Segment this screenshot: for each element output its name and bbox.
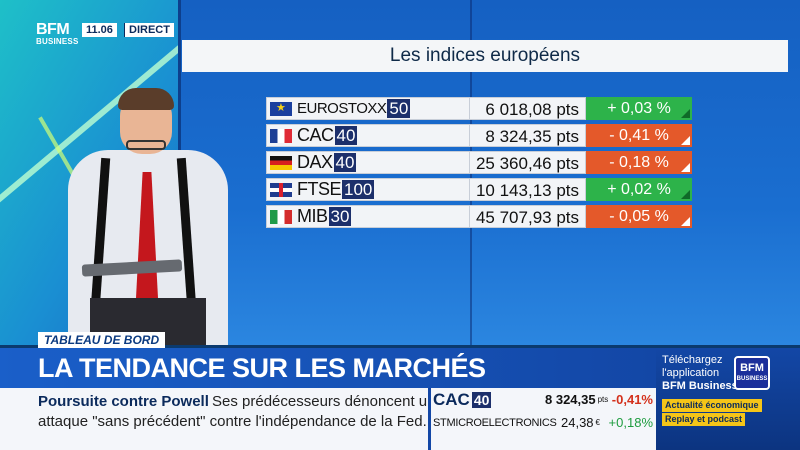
- ticker-stock-unit: €: [595, 418, 600, 427]
- ticker-stock-change: +0,18%: [608, 415, 653, 430]
- index-name: MIB: [297, 206, 328, 226]
- presenter-hair: [118, 88, 174, 110]
- index-change-text: + 0,02 %: [607, 181, 671, 198]
- news-bar: Poursuite contre Powell Ses prédécesseur…: [0, 388, 444, 450]
- germany-flag-icon: [270, 155, 292, 170]
- presenter-figure: [60, 88, 240, 345]
- promo-logo-line2: BUSINESS: [736, 376, 768, 382]
- channel-logo: BFM BUSINESS: [36, 22, 78, 48]
- app-promo: Téléchargez l'application BFM Business B…: [656, 348, 800, 450]
- index-name: CAC: [297, 125, 334, 145]
- index-value: 45 707,93 pts: [470, 205, 586, 228]
- index-name: FTSE: [297, 179, 342, 199]
- trend-down-icon: [681, 136, 690, 145]
- index-value: 8 324,35 pts: [470, 124, 586, 147]
- index-change-text: - 0,41 %: [609, 127, 669, 144]
- index-name-cell: DAX 40: [266, 151, 470, 174]
- promo-badge: Replay et podcast: [662, 413, 746, 426]
- eu-flag-icon: [270, 101, 292, 116]
- logo-line2: BUSINESS: [36, 37, 79, 46]
- index-name-cell: MIB 30: [266, 205, 470, 228]
- news-text: Ses prédécesseurs dénoncent une: [212, 393, 444, 410]
- index-row-dax: DAX 40 25 360,46 pts - 0,18 %: [266, 151, 692, 174]
- ticker-index-row: CAC 40 8 324,35 pts -0,41%: [433, 390, 655, 410]
- index-change: + 0,03 %: [586, 97, 692, 120]
- news-text: attaque "sans précédent" contre l'indépe…: [38, 413, 427, 430]
- ticker-index-change: -0,41%: [611, 392, 653, 407]
- ticker-stock-name: STMICROELECTRONICS: [433, 417, 557, 429]
- index-name-cell: CAC 40: [266, 124, 470, 147]
- ticker-index-number: 40: [471, 392, 492, 408]
- promo-text: Téléchargez: [662, 354, 723, 366]
- promo-badge: Actualité économique: [662, 399, 762, 412]
- index-number: 100: [342, 180, 375, 199]
- index-number: 50: [387, 99, 411, 118]
- index-row-ftse: FTSE 100 10 143,13 pts + 0,02 %: [266, 178, 692, 201]
- headline-bar: LA TENDANCE SUR LES MARCHÉS: [0, 348, 656, 388]
- ticker-index-name: CAC 40: [433, 390, 492, 410]
- ticker-stock-value-text: 24,38: [561, 415, 594, 430]
- ticker-index-unit: pts: [597, 395, 609, 404]
- index-name-cell: EUROSTOXX 50: [266, 97, 470, 120]
- index-name-cell: FTSE 100: [266, 178, 470, 201]
- index-change-text: - 0,05 %: [609, 208, 669, 225]
- uk-flag-icon: [270, 182, 292, 197]
- index-row-cac: CAC 40 8 324,35 pts - 0,41 %: [266, 124, 692, 147]
- show-tag: TABLEAU DE BORD: [38, 332, 166, 348]
- live-badge: DIRECT: [124, 23, 174, 37]
- index-number: 40: [333, 153, 357, 172]
- logo-line1: BFM: [36, 21, 70, 38]
- index-change: - 0,05 %: [586, 205, 692, 228]
- index-change: + 0,02 %: [586, 178, 692, 201]
- promo-text: l'application: [662, 367, 720, 379]
- headline: LA TENDANCE SUR LES MARCHÉS: [38, 353, 486, 383]
- index-value: 10 143,13 pts: [470, 178, 586, 201]
- market-ticker: CAC 40 8 324,35 pts -0,41% STMICROELECTRON…: [431, 388, 656, 450]
- france-flag-icon: [270, 128, 292, 143]
- promo-text: BFM Business: [662, 380, 738, 392]
- clock-badge: 11.06: [82, 23, 117, 37]
- trend-up-icon: [681, 190, 690, 199]
- divider: [428, 388, 431, 450]
- index-change-text: - 0,18 %: [609, 154, 669, 171]
- index-number: 30: [328, 207, 352, 226]
- promo-logo-line1: BFM: [740, 362, 764, 374]
- presenter-tie: [136, 172, 158, 312]
- index-row-eurostoxx: EUROSTOXX 50 6 018,08 pts + 0,03 %: [266, 97, 692, 120]
- index-value: 25 360,46 pts: [470, 151, 586, 174]
- index-name: EUROSTOXX: [297, 100, 387, 117]
- index-value: 6 018,08 pts: [470, 97, 586, 120]
- ticker-index-label: CAC: [433, 390, 470, 409]
- indices-panel-title: Les indices européens: [182, 40, 788, 72]
- index-number: 40: [334, 126, 358, 145]
- index-change: - 0,41 %: [586, 124, 692, 147]
- index-change: - 0,18 %: [586, 151, 692, 174]
- presenter-glasses: [126, 140, 166, 150]
- trend-up-icon: [681, 109, 690, 118]
- index-name: DAX: [297, 152, 333, 172]
- ticker-index-value: 8 324,35 pts: [545, 392, 608, 408]
- bfm-business-logo: BFM BUSINESS: [734, 356, 770, 390]
- ticker-stock-row: STMICROELECTRONICS 24,38 € +0,18%: [433, 414, 655, 432]
- index-change-text: + 0,03 %: [607, 100, 671, 117]
- trend-down-icon: [681, 217, 690, 226]
- ticker-index-value-text: 8 324,35: [545, 392, 596, 407]
- ticker-stock-value: 24,38 €: [561, 414, 600, 432]
- italy-flag-icon: [270, 209, 292, 224]
- news-title: Poursuite contre Powell: [38, 393, 209, 410]
- trend-down-icon: [681, 163, 690, 172]
- index-row-mib: MIB 30 45 707,93 pts - 0,05 %: [266, 205, 692, 228]
